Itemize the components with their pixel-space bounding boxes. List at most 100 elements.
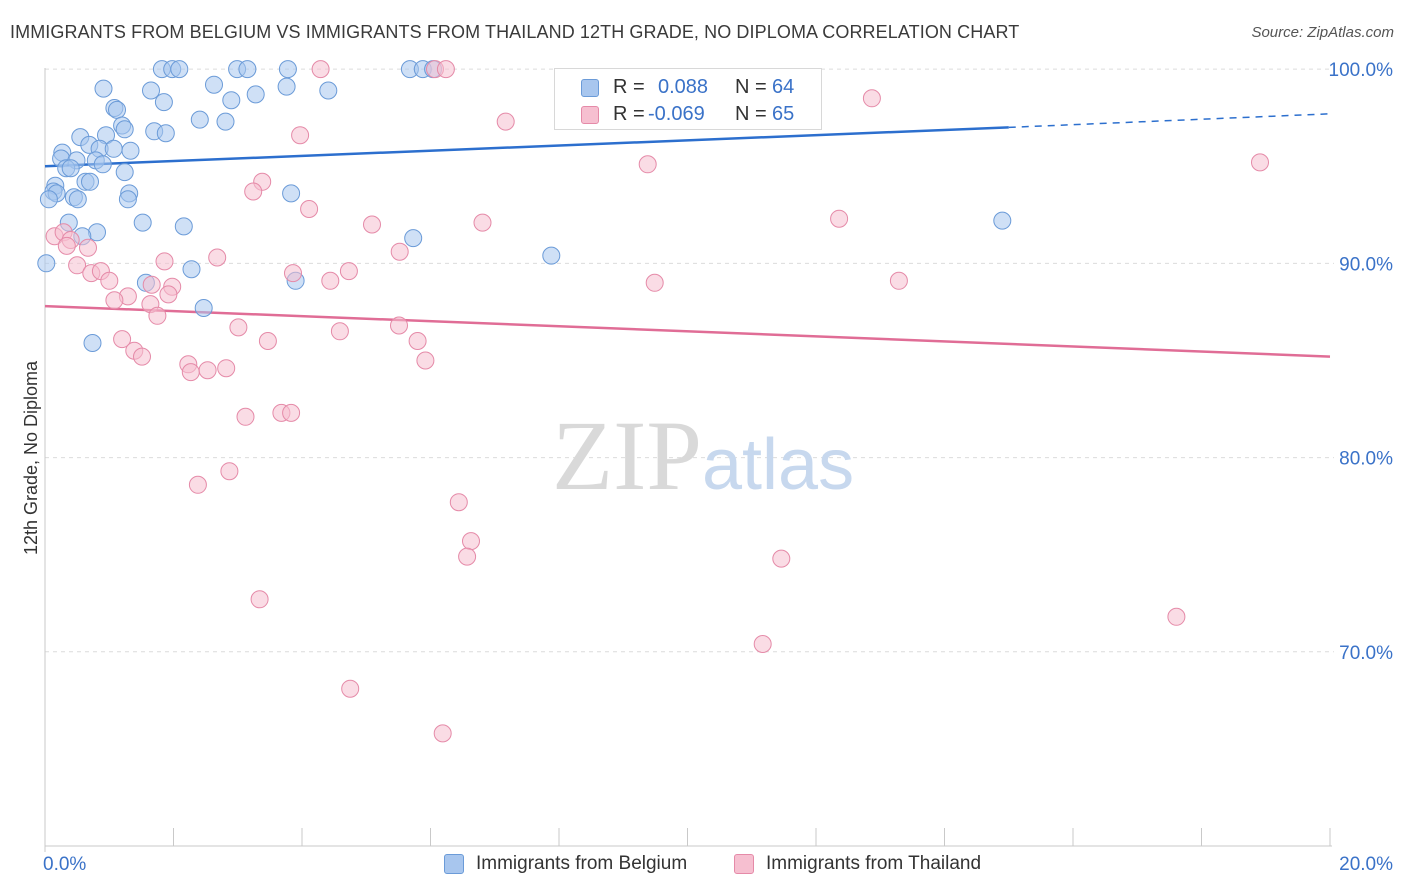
belgium-point	[61, 159, 80, 178]
data-points	[37, 60, 1269, 743]
belgium-point	[39, 190, 58, 209]
trend-lines	[44, 113, 1331, 358]
thailand-point	[416, 351, 435, 370]
belgium-point	[194, 299, 213, 317]
axis-labels: 70.0% 80.0% 90.0% 100.0% 0.0% 20.0% 12th Grade…	[21, 60, 1393, 875]
belgium-trend-extension	[1008, 113, 1331, 129]
thailand-point	[133, 347, 151, 366]
watermark: ZIPatlas	[552, 398, 854, 513]
thailand-point	[408, 332, 427, 350]
thailand-point	[390, 242, 409, 261]
belgium-point	[246, 85, 265, 104]
thailand-point	[208, 248, 227, 267]
thailand-point	[284, 264, 302, 283]
thailand-point	[159, 285, 178, 304]
thailand-point	[363, 215, 381, 234]
belgium-point	[68, 190, 87, 209]
thailand-point	[449, 493, 468, 512]
thailand-point	[282, 403, 301, 422]
belgium-point	[108, 100, 126, 119]
y-axis-title: 12th Grade, No Diploma	[21, 360, 41, 555]
thailand-point	[113, 330, 132, 349]
belgium-point	[277, 77, 296, 96]
x-tick-label-max: 20.0%	[1339, 854, 1393, 875]
belgium-point	[81, 172, 99, 191]
bottom-legend-swatch-thailand	[734, 854, 754, 874]
thailand-point	[105, 291, 124, 310]
correlation-legend: R = 0.088 N = 64 R = -0.069 N = 65	[554, 68, 822, 130]
legend-n-value: 64	[772, 76, 795, 98]
thailand-point	[753, 635, 772, 653]
grid-lines	[45, 68, 1334, 653]
belgium-point	[170, 60, 189, 79]
bottom-legend-swatch-belgium	[444, 854, 464, 874]
belgium-point	[121, 141, 140, 160]
thailand-point	[433, 724, 452, 743]
thailand-point	[496, 112, 515, 131]
legend-swatch-belgium	[581, 79, 599, 97]
watermark-zip: ZIP	[552, 400, 702, 511]
belgium-point	[156, 124, 175, 143]
belgium-point	[83, 334, 102, 352]
legend-n-label: N =	[735, 76, 767, 98]
belgium-point	[216, 112, 235, 131]
thailand-point	[217, 359, 236, 378]
thailand-point	[458, 547, 477, 566]
thailand-point	[330, 322, 349, 341]
thailand-point	[436, 60, 455, 79]
y-tick-label: 70.0%	[1339, 643, 1393, 664]
belgium-point	[133, 213, 152, 232]
belgium-point	[190, 110, 209, 129]
y-tick-label: 90.0%	[1339, 254, 1393, 275]
belgium-point	[238, 60, 257, 79]
thailand-point	[889, 271, 908, 290]
thailand-point	[181, 363, 200, 382]
belgium-point	[278, 60, 297, 79]
thailand-point	[638, 155, 657, 174]
legend-r-label: R =	[613, 103, 645, 125]
belgium-point	[182, 260, 201, 279]
thailand-point	[79, 238, 97, 257]
thailand-point	[148, 306, 167, 325]
thailand-trend-line	[44, 304, 1331, 358]
thailand-point	[68, 256, 87, 275]
thailand-point	[100, 271, 119, 290]
thailand-point	[339, 262, 358, 281]
thailand-point	[645, 273, 664, 292]
belgium-point	[205, 75, 223, 94]
thailand-point	[220, 462, 239, 481]
legend-n-value: 65	[772, 103, 795, 125]
belgium-trend-line	[44, 126, 1009, 168]
thailand-point	[862, 89, 881, 108]
thailand-point	[155, 252, 174, 271]
x-tick-label-min: 0.0%	[43, 854, 86, 875]
thailand-point	[321, 271, 340, 290]
thailand-point	[57, 236, 76, 255]
thailand-point	[236, 407, 255, 426]
legend-r-value: -0.069	[648, 103, 705, 125]
y-tick-label: 80.0%	[1339, 449, 1393, 470]
belgium-point	[142, 81, 160, 100]
belgium-point	[222, 91, 241, 110]
belgium-point	[404, 229, 423, 248]
thailand-point	[244, 182, 263, 201]
thailand-point	[830, 209, 849, 228]
bottom-legend-label-belgium: Immigrants from Belgium	[476, 853, 688, 874]
belgium-point	[115, 120, 134, 139]
belgium-point	[93, 155, 112, 174]
belgium-point	[104, 139, 123, 158]
belgium-point	[282, 184, 301, 203]
thailand-point	[341, 679, 360, 698]
thailand-point	[311, 60, 330, 79]
belgium-point	[115, 163, 134, 182]
belgium-point	[319, 81, 338, 100]
thailand-point	[1167, 607, 1186, 626]
thailand-point	[142, 275, 161, 294]
legend-swatch-thailand	[581, 106, 599, 124]
thailand-point	[473, 213, 492, 232]
belgium-point	[154, 93, 173, 112]
thailand-point	[390, 316, 408, 335]
thailand-point	[772, 549, 791, 568]
thailand-point	[300, 200, 319, 218]
